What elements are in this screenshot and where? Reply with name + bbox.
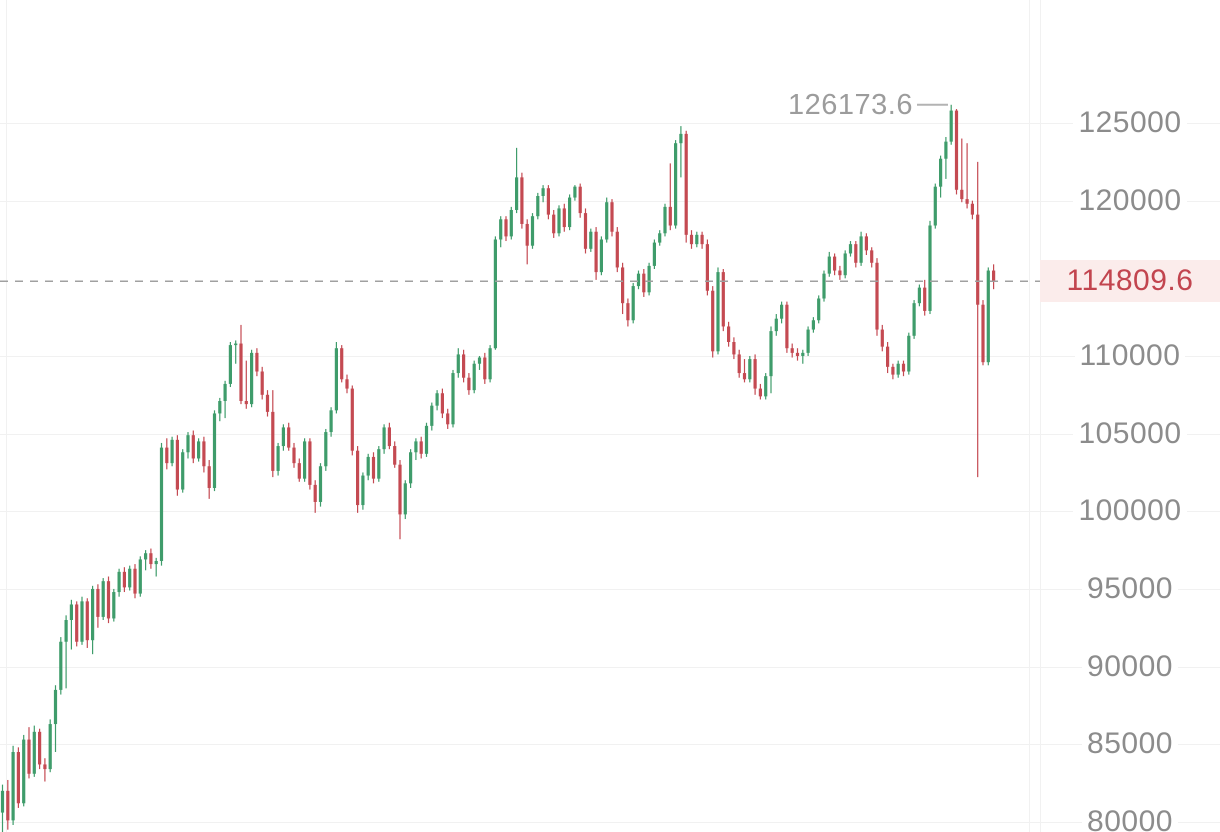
annotations [0, 103, 1040, 283]
y-axis-tick: 90000 [1040, 649, 1220, 683]
y-axis-tick: 110000 [1040, 338, 1220, 372]
y-axis-tick: 100000 [1040, 494, 1220, 528]
candles [0, 104, 996, 832]
y-axis-tick: 120000 [1040, 183, 1220, 217]
session-high-label: 126173.6 [788, 88, 913, 121]
y-axis-tick: 95000 [1040, 571, 1220, 605]
y-axis-tick: 125000 [1040, 106, 1220, 139]
y-axis-tick: 85000 [1040, 727, 1220, 761]
current-price-value: 114809.6 [1066, 264, 1194, 298]
current-price-tag: 114809.6 [1040, 260, 1220, 303]
y-axis-tick: 80000 [1040, 804, 1220, 832]
y-axis-tick: 105000 [1040, 416, 1220, 450]
